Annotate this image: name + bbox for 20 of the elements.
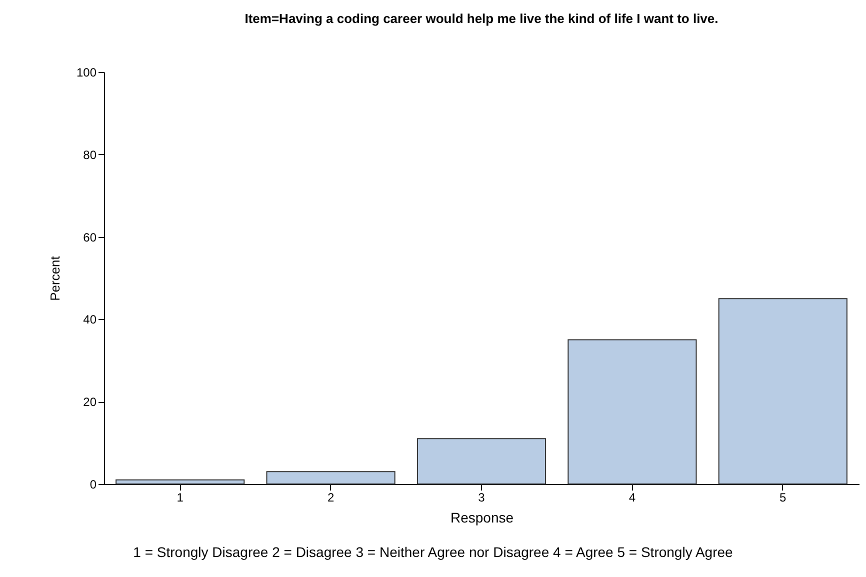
y-tick-label: 60 xyxy=(83,230,97,244)
y-tick-label: 100 xyxy=(76,66,97,80)
x-tick-label: 1 xyxy=(176,490,184,504)
x-tick-label: 5 xyxy=(780,490,787,504)
bar xyxy=(416,438,546,484)
y-axis-title: Percent xyxy=(47,256,62,301)
y-tick-label: 0 xyxy=(90,478,97,492)
y-tick-label: 80 xyxy=(83,148,97,162)
x-axis-title: Response xyxy=(450,510,514,526)
bar xyxy=(718,298,848,484)
bar xyxy=(568,339,697,484)
bar xyxy=(116,479,245,484)
chart-title: Item=Having a coding career would help me live the kind of life I want to live. xyxy=(244,11,718,26)
y-tick-label: 20 xyxy=(83,395,97,410)
text: 1 = Strongly Disagree 2 = Disagree 3 = Neither Agree nor Disagree 4 = Agree 5 = Strongly Agree xyxy=(132,544,734,560)
bar xyxy=(266,471,396,484)
x-tick-label: 2 xyxy=(327,490,334,504)
y-tick-label: 40 xyxy=(83,312,97,327)
x-tick-label: 3 xyxy=(478,490,486,504)
x-tick-label: 4 xyxy=(628,490,636,504)
